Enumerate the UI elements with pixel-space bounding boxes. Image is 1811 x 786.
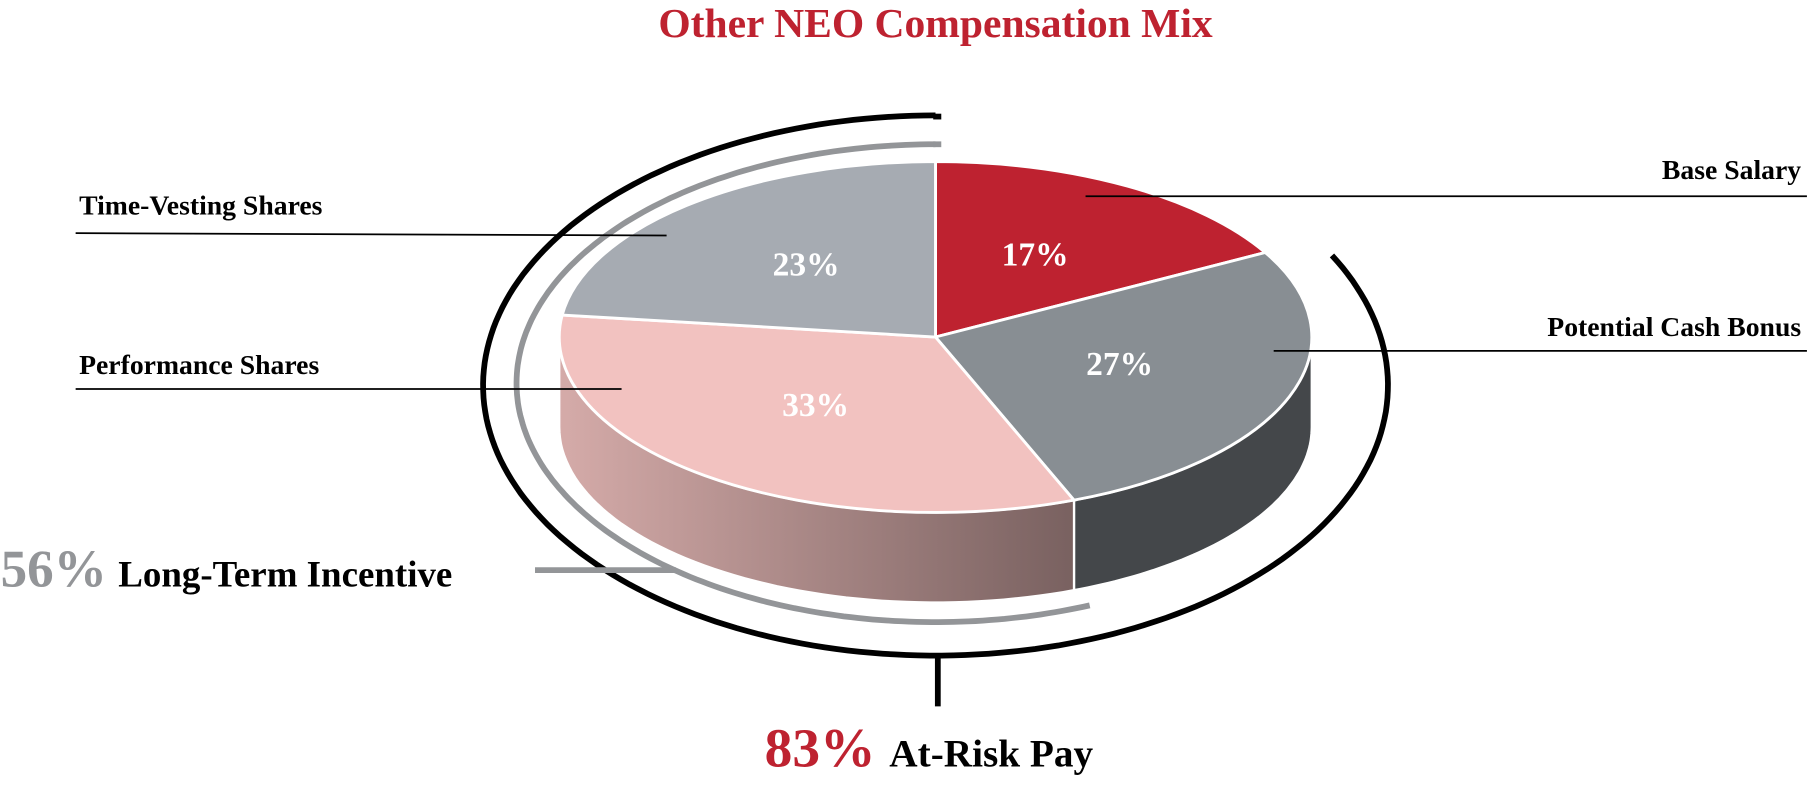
category-label: Base Salary: [1662, 154, 1801, 185]
category-label: Performance Shares: [79, 349, 319, 380]
category-label: Time-Vesting Shares: [79, 190, 323, 221]
pie-slice: [934, 160, 1269, 339]
bracket-arc: [513, 141, 1091, 625]
annotation-text: Long-Term Incentive: [118, 553, 452, 594]
category-label: Potential Cash Bonus: [1547, 311, 1801, 342]
slice-label: 33%: [782, 387, 849, 424]
slice-label: 27%: [1086, 346, 1153, 383]
annotation: 83% At-Risk Pay: [765, 717, 1094, 778]
bracket-arc: [480, 112, 1391, 659]
slice-label: 23%: [773, 247, 840, 284]
leader-line: [75, 232, 667, 237]
annotation-value: 56%: [1, 540, 107, 598]
pie-slice: [557, 313, 1077, 514]
slice-label: 17%: [1002, 236, 1069, 273]
chart-title: Other NEO Compensation Mix: [658, 0, 1213, 46]
annotation: 56% Long-Term Incentive: [1, 540, 453, 598]
annotation-value: 83%: [765, 717, 876, 778]
pie-slice: [560, 160, 937, 339]
annotation-text: At-Risk Pay: [889, 732, 1093, 775]
pie-slice: [932, 250, 1314, 502]
